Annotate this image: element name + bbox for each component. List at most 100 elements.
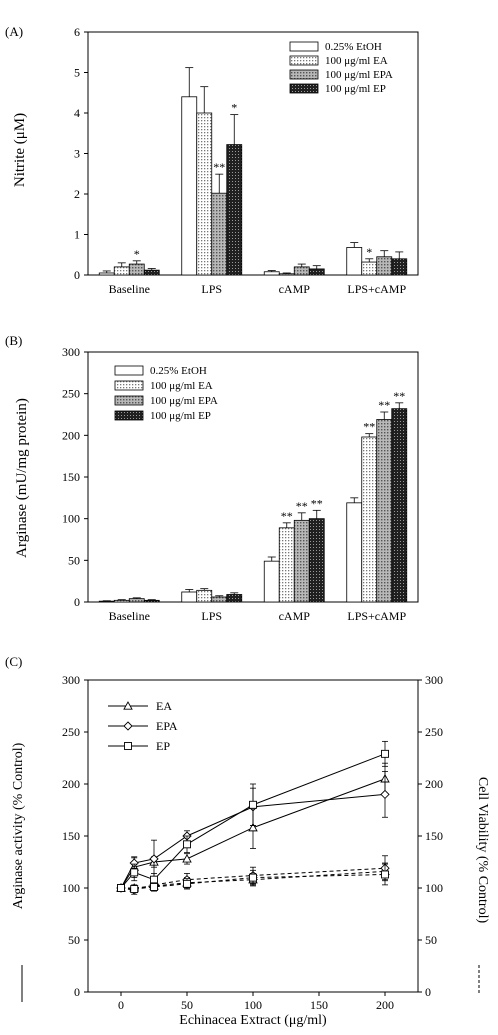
bar [346, 502, 363, 603]
bar [376, 419, 393, 603]
y-tick-label: 3 [74, 147, 80, 161]
bar [346, 247, 363, 276]
panel-c-x-axis-label: Echinacea Extract (μg/ml) [179, 1013, 327, 1028]
x-tick-label: 200 [376, 998, 394, 1012]
panel-c-x-ticks: 0 50 100 150 200 [118, 992, 394, 1012]
significance-mark: ** [296, 499, 308, 513]
bar [143, 599, 160, 603]
bar [181, 591, 198, 603]
panel-b-label: (B) [5, 333, 22, 348]
significance-mark: * [134, 247, 140, 261]
viability-line-ep [120, 873, 386, 890]
bar [391, 408, 408, 603]
viability-point [249, 873, 257, 882]
panel-a-y-axis-label: Nitrite (μM) [12, 113, 28, 187]
panel-b-bars: **** ******** [98, 389, 408, 603]
y-tick-label: 150 [62, 470, 80, 484]
y-tick-label-right: 300 [425, 673, 443, 687]
y-tick-label: 200 [62, 777, 80, 791]
legend-swatch [114, 380, 144, 391]
significance-mark: ** [363, 420, 375, 434]
legend-label: EPA [156, 719, 178, 733]
x-category-label: Baseline [109, 282, 150, 296]
bar [143, 269, 160, 276]
activity-point [149, 854, 159, 864]
viability-point [130, 885, 139, 893]
y-tick-label-right: 100 [425, 881, 443, 895]
y-tick-label-right: 150 [425, 829, 443, 843]
y-tick-label-right: 200 [425, 777, 443, 791]
panel-b-category-labels: Baseline LPS cAMP LPS+cAMP [109, 609, 407, 623]
legend-marker [123, 721, 133, 731]
legend-swatch [114, 395, 144, 406]
significance-mark: ** [281, 509, 293, 523]
legend-swatch [289, 41, 319, 52]
activity-line-epa [120, 793, 386, 889]
legend-label: 100 μg/ml EP [150, 410, 211, 422]
y-tick-label-right: 0 [425, 985, 431, 999]
viability-point [150, 883, 158, 891]
x-category-label: LPS [201, 609, 222, 623]
activity-point [381, 749, 389, 758]
y-tick-label: 4 [74, 106, 80, 120]
panel-c-legend: EA EPA EP [108, 699, 178, 753]
bar [211, 596, 228, 603]
bar [263, 560, 280, 603]
legend-swatch [114, 365, 144, 376]
panel-c: (C) Arginase activity (% Control) Cell V… [5, 654, 490, 1028]
panel-a-bars: ***** [98, 67, 408, 276]
y-tick-label: 50 [68, 553, 80, 567]
legend-swatch [114, 410, 144, 421]
legend-label: 100 μg/ml EA [150, 380, 213, 392]
activity-point [183, 840, 191, 849]
y-tick-label: 2 [74, 187, 80, 201]
legend-swatch [289, 69, 319, 80]
bar [293, 266, 310, 276]
legend-label: 100 μg/ml EP [325, 83, 386, 95]
bar [128, 598, 145, 603]
bar [278, 527, 295, 603]
y-tick-label: 0 [74, 595, 80, 609]
panel-c-y-axis-label: Arginase activity (% Control) [11, 742, 26, 909]
x-category-label: cAMP [279, 282, 311, 296]
bar [226, 144, 243, 276]
significance-mark: * [366, 245, 372, 259]
viability-line-epa [120, 867, 386, 891]
panel-c-label: (C) [5, 654, 22, 669]
y-tick-label-right: 250 [425, 725, 443, 739]
bar [226, 594, 243, 603]
bar [361, 436, 378, 603]
panel-c-y-ticks: 0 0 50 50 100 100 150 150 200 200 250 250 300 300 [62, 673, 443, 999]
x-category-label: cAMP [279, 609, 311, 623]
bar [98, 600, 115, 603]
viability-point [183, 879, 191, 888]
legend-swatch [289, 83, 319, 94]
y-tick-label: 300 [62, 345, 80, 359]
y-tick-label: 200 [62, 428, 80, 442]
y-tick-label: 100 [62, 512, 80, 526]
y-tick-label: 50 [68, 933, 80, 947]
panel-b-y-axis-label: Arginase (mU/mg protein) [14, 398, 30, 558]
viability-point [381, 870, 389, 879]
y-tick-label: 150 [62, 829, 80, 843]
bar [293, 519, 310, 603]
legend-label: 0.25% EtOH [325, 41, 382, 53]
bar [361, 261, 378, 276]
y-tick-label: 5 [74, 66, 80, 80]
legend-label: 100 μg/ml EPA [150, 395, 218, 407]
legend-marker [124, 742, 132, 750]
bar [113, 599, 130, 603]
x-category-label: Baseline [109, 609, 150, 623]
bar [391, 258, 408, 276]
activity-point [182, 853, 192, 863]
y-tick-label: 0 [74, 268, 80, 282]
y-tick-label: 6 [74, 25, 80, 39]
bar [308, 518, 325, 603]
y-tick-label: 1 [74, 228, 80, 242]
bar [278, 273, 295, 276]
legend-label: EP [156, 739, 170, 753]
activity-point [150, 875, 158, 884]
bar [376, 256, 393, 276]
x-category-label: LPS [201, 282, 222, 296]
significance-mark: * [231, 101, 237, 115]
